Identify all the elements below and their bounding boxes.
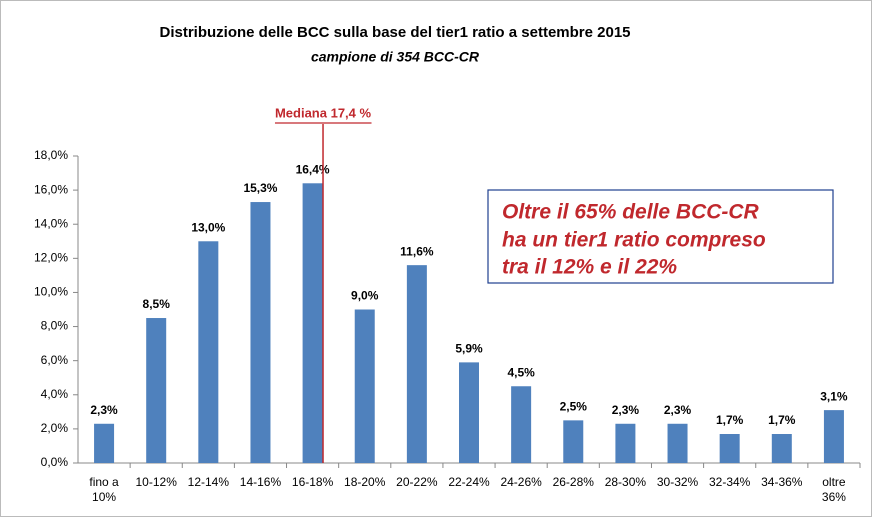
- x-tick-label: 10-12%: [135, 475, 177, 489]
- annotation-box: [487, 189, 834, 284]
- y-tick-label: 18,0%: [34, 148, 68, 162]
- value-label: 9,0%: [351, 289, 379, 303]
- bar: [302, 183, 323, 464]
- median-label: Mediana 17,4 %: [275, 105, 372, 120]
- y-tick-label: 14,0%: [34, 216, 68, 230]
- value-label: 8,5%: [143, 297, 171, 311]
- chart-subtitle: campione di 354 BCC-CR: [311, 49, 480, 65]
- y-tick-label: 6,0%: [41, 353, 69, 367]
- bar: [250, 202, 271, 464]
- value-label: 3,1%: [820, 389, 848, 403]
- x-tick-label: fino a 10%: [89, 475, 119, 504]
- y-tick-label: 10,0%: [34, 285, 68, 299]
- bar: [198, 241, 219, 463]
- bar: [146, 318, 167, 463]
- bar: [511, 386, 532, 463]
- x-tick-label: 34-36%: [761, 475, 803, 489]
- x-tick-label: 18-20%: [344, 475, 386, 489]
- x-tick-label: 30-32%: [656, 475, 699, 489]
- x-tick-label: 14-16%: [239, 475, 282, 489]
- x-tick-label: 24-26%: [500, 475, 542, 489]
- bar: [406, 265, 427, 463]
- x-tick-label: 20-22%: [396, 475, 438, 489]
- x-tick-label: 22-24%: [448, 475, 490, 489]
- value-label: 5,9%: [455, 342, 483, 356]
- value-label: 2,3%: [612, 403, 640, 417]
- y-tick-label: 8,0%: [41, 319, 69, 333]
- x-tick-label: oltre 36%: [821, 475, 846, 504]
- y-tick-label: 2,0%: [41, 421, 69, 435]
- bar: [615, 423, 636, 463]
- bar: [563, 420, 584, 463]
- value-label: 2,3%: [90, 403, 118, 417]
- bar: [459, 362, 479, 463]
- value-label: 1,7%: [716, 413, 744, 427]
- bar: [771, 434, 792, 463]
- value-label: 13,0%: [191, 220, 225, 234]
- value-label: 4,5%: [507, 365, 535, 379]
- x-tick-label: 12-14%: [187, 475, 230, 489]
- annotation-line: tra il 12% e il 22%: [502, 256, 677, 279]
- bar: [823, 410, 844, 463]
- value-label: 11,6%: [400, 244, 434, 258]
- value-label: 2,5%: [560, 400, 588, 414]
- x-tick-label: 28-30%: [604, 475, 647, 489]
- annotation-line: ha un tier1 ratio compreso: [502, 229, 766, 252]
- x-tick-label: 32-34%: [708, 475, 751, 489]
- y-tick-label: 12,0%: [34, 251, 68, 265]
- bar: [94, 423, 115, 463]
- y-tick-label: 0,0%: [41, 455, 69, 469]
- x-tick-label: 26-28%: [552, 475, 594, 489]
- bar: [719, 434, 740, 463]
- bar: [354, 309, 375, 463]
- chart-title: Distribuzione delle BCC sulla base del t…: [160, 24, 631, 41]
- x-tick-label: 16-18%: [291, 475, 334, 489]
- value-label: 1,7%: [768, 413, 796, 427]
- value-label: 16,4%: [296, 162, 330, 176]
- y-tick-label: 4,0%: [41, 387, 69, 401]
- value-label: 15,3%: [243, 181, 277, 195]
- value-label: 2,3%: [664, 403, 692, 417]
- y-tick-label: 16,0%: [34, 182, 68, 196]
- bar: [667, 423, 688, 463]
- annotation-line: Oltre il 65% delle BCC-CR: [502, 201, 760, 224]
